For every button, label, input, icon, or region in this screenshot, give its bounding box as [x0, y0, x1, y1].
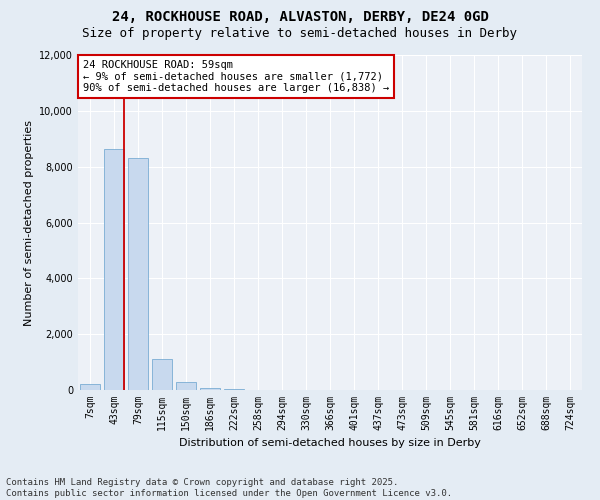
- Bar: [80, 384, 100, 390]
- Text: 24, ROCKHOUSE ROAD, ALVASTON, DERBY, DE24 0GD: 24, ROCKHOUSE ROAD, ALVASTON, DERBY, DE2…: [112, 10, 488, 24]
- Text: Contains HM Land Registry data © Crown copyright and database right 2025.
Contai: Contains HM Land Registry data © Crown c…: [6, 478, 452, 498]
- X-axis label: Distribution of semi-detached houses by size in Derby: Distribution of semi-detached houses by …: [179, 438, 481, 448]
- Bar: [176, 382, 196, 390]
- Bar: [152, 360, 172, 390]
- Text: Size of property relative to semi-detached houses in Derby: Size of property relative to semi-detach…: [83, 28, 517, 40]
- Y-axis label: Number of semi-detached properties: Number of semi-detached properties: [24, 120, 34, 326]
- Bar: [104, 148, 124, 390]
- Bar: [128, 158, 148, 390]
- Text: 24 ROCKHOUSE ROAD: 59sqm
← 9% of semi-detached houses are smaller (1,772)
90% of: 24 ROCKHOUSE ROAD: 59sqm ← 9% of semi-de…: [83, 60, 389, 93]
- Bar: [200, 388, 220, 390]
